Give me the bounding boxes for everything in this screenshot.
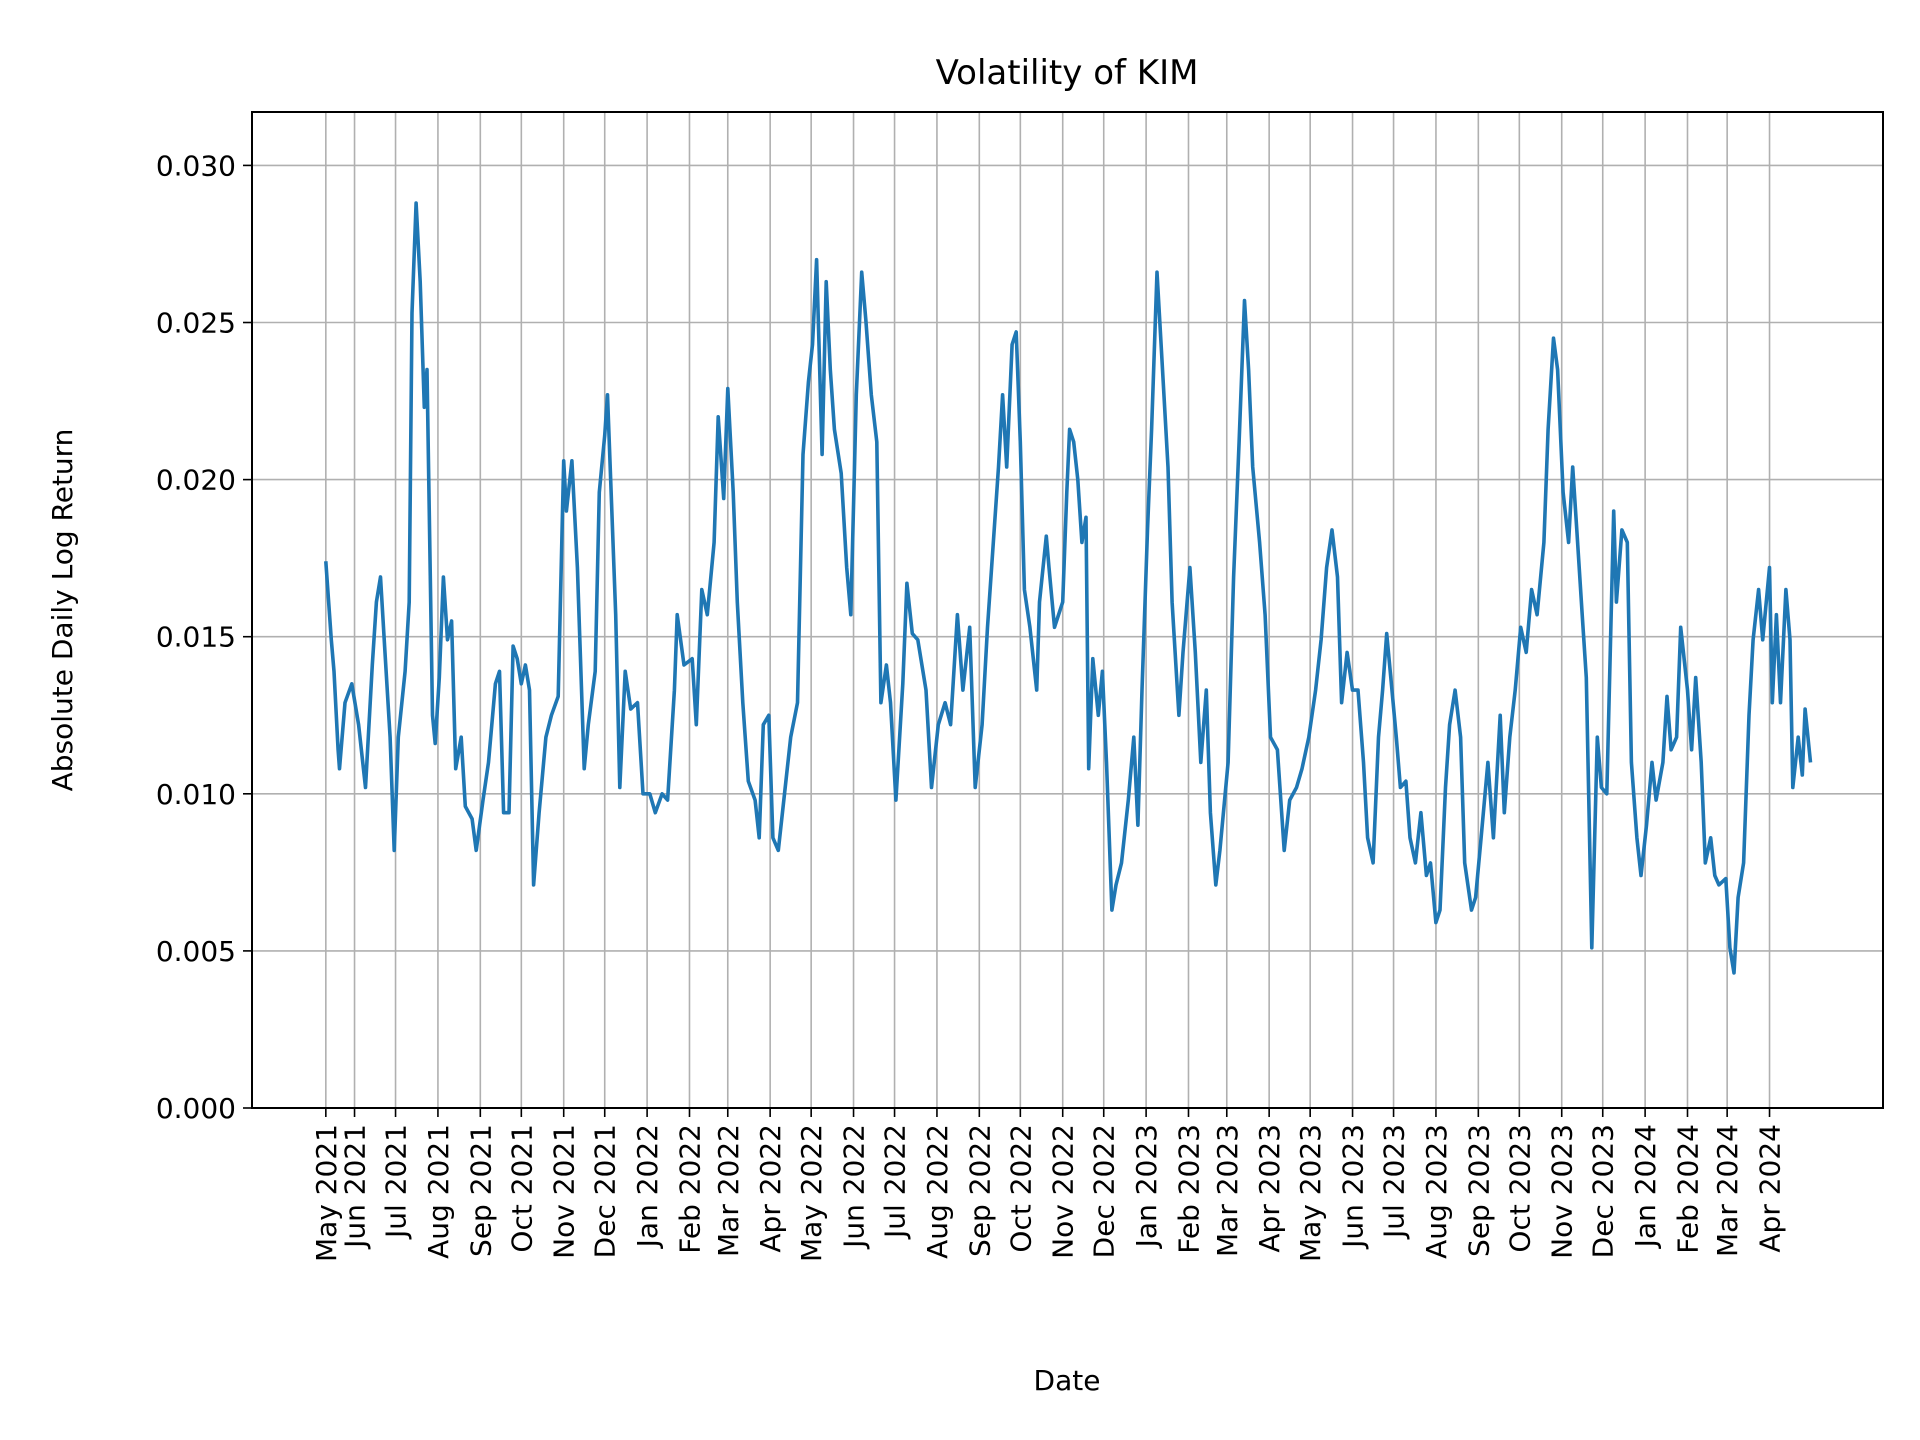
x-tick-label: Mar 2023 — [1211, 1124, 1244, 1257]
x-tick-label: Mar 2022 — [712, 1124, 745, 1257]
x-tick-label: Feb 2022 — [673, 1124, 706, 1254]
x-tick-label: Aug 2021 — [422, 1124, 455, 1259]
x-tick-label: May 2023 — [1294, 1124, 1327, 1262]
chart-title: Volatility of KIM — [936, 53, 1199, 93]
x-axis-label: Date — [1034, 1364, 1101, 1397]
x-tick-label: Feb 2024 — [1671, 1124, 1704, 1254]
y-tick-label: 0.000 — [156, 1092, 236, 1125]
x-tick-label: Aug 2022 — [921, 1124, 954, 1259]
x-tick-label: Jun 2021 — [339, 1124, 372, 1250]
x-tick-label: Apr 2022 — [754, 1124, 787, 1253]
x-tick-label: Apr 2024 — [1754, 1124, 1787, 1253]
x-tick-label: Nov 2023 — [1546, 1124, 1579, 1259]
y-axis-label: Absolute Daily Log Return — [46, 429, 79, 792]
y-tick-label: 0.020 — [156, 464, 236, 497]
x-tick-label: Apr 2023 — [1253, 1124, 1286, 1253]
plot-frame — [251, 111, 1884, 1109]
x-tick-label: Jul 2021 — [380, 1124, 413, 1240]
x-tick-label: Oct 2023 — [1503, 1124, 1536, 1253]
x-tick-label: Sep 2023 — [1462, 1124, 1495, 1257]
series-layer — [324, 201, 1813, 975]
x-tick-label: Oct 2021 — [505, 1124, 538, 1253]
x-tick-label: Jul 2023 — [1378, 1124, 1411, 1240]
x-tick-label: Aug 2023 — [1420, 1124, 1453, 1259]
x-tick-label: Jan 2023 — [1130, 1124, 1163, 1249]
x-tick-label: Jun 2023 — [1337, 1124, 1370, 1250]
x-tick-label: May 2022 — [795, 1124, 828, 1262]
x-tick-label: Oct 2022 — [1004, 1124, 1037, 1253]
x-tick-label: Dec 2023 — [1587, 1124, 1620, 1258]
x-tick-label: Jun 2022 — [838, 1124, 871, 1250]
y-axis: 0.000 0.005 0.010 0.015 0.020 0.025 0.030 — [156, 149, 252, 1125]
x-tick-label: Jan 2024 — [1629, 1124, 1662, 1249]
x-tick-label: Feb 2023 — [1172, 1124, 1205, 1254]
x-tick-label: Dec 2022 — [1088, 1124, 1121, 1258]
volatility-line — [324, 201, 1813, 975]
y-tick-label: 0.015 — [156, 621, 236, 654]
grid — [252, 112, 1883, 1109]
y-tick-label: 0.025 — [156, 307, 236, 340]
x-tick-label: Nov 2021 — [548, 1124, 581, 1259]
x-tick-label: Nov 2022 — [1047, 1124, 1080, 1259]
y-tick-label: 0.030 — [156, 149, 236, 182]
x-tick-label: Mar 2024 — [1711, 1124, 1744, 1257]
x-tick-label: Sep 2021 — [464, 1124, 497, 1257]
x-tick-label: Jan 2022 — [631, 1124, 664, 1249]
x-tick-label: May 2021 — [310, 1124, 343, 1262]
x-tick-label: Dec 2021 — [589, 1124, 622, 1258]
y-tick-label: 0.005 — [156, 935, 236, 968]
x-tick-label: Sep 2022 — [963, 1124, 996, 1257]
x-tick-label: Jul 2022 — [879, 1124, 912, 1240]
y-tick-label: 0.010 — [156, 778, 236, 811]
